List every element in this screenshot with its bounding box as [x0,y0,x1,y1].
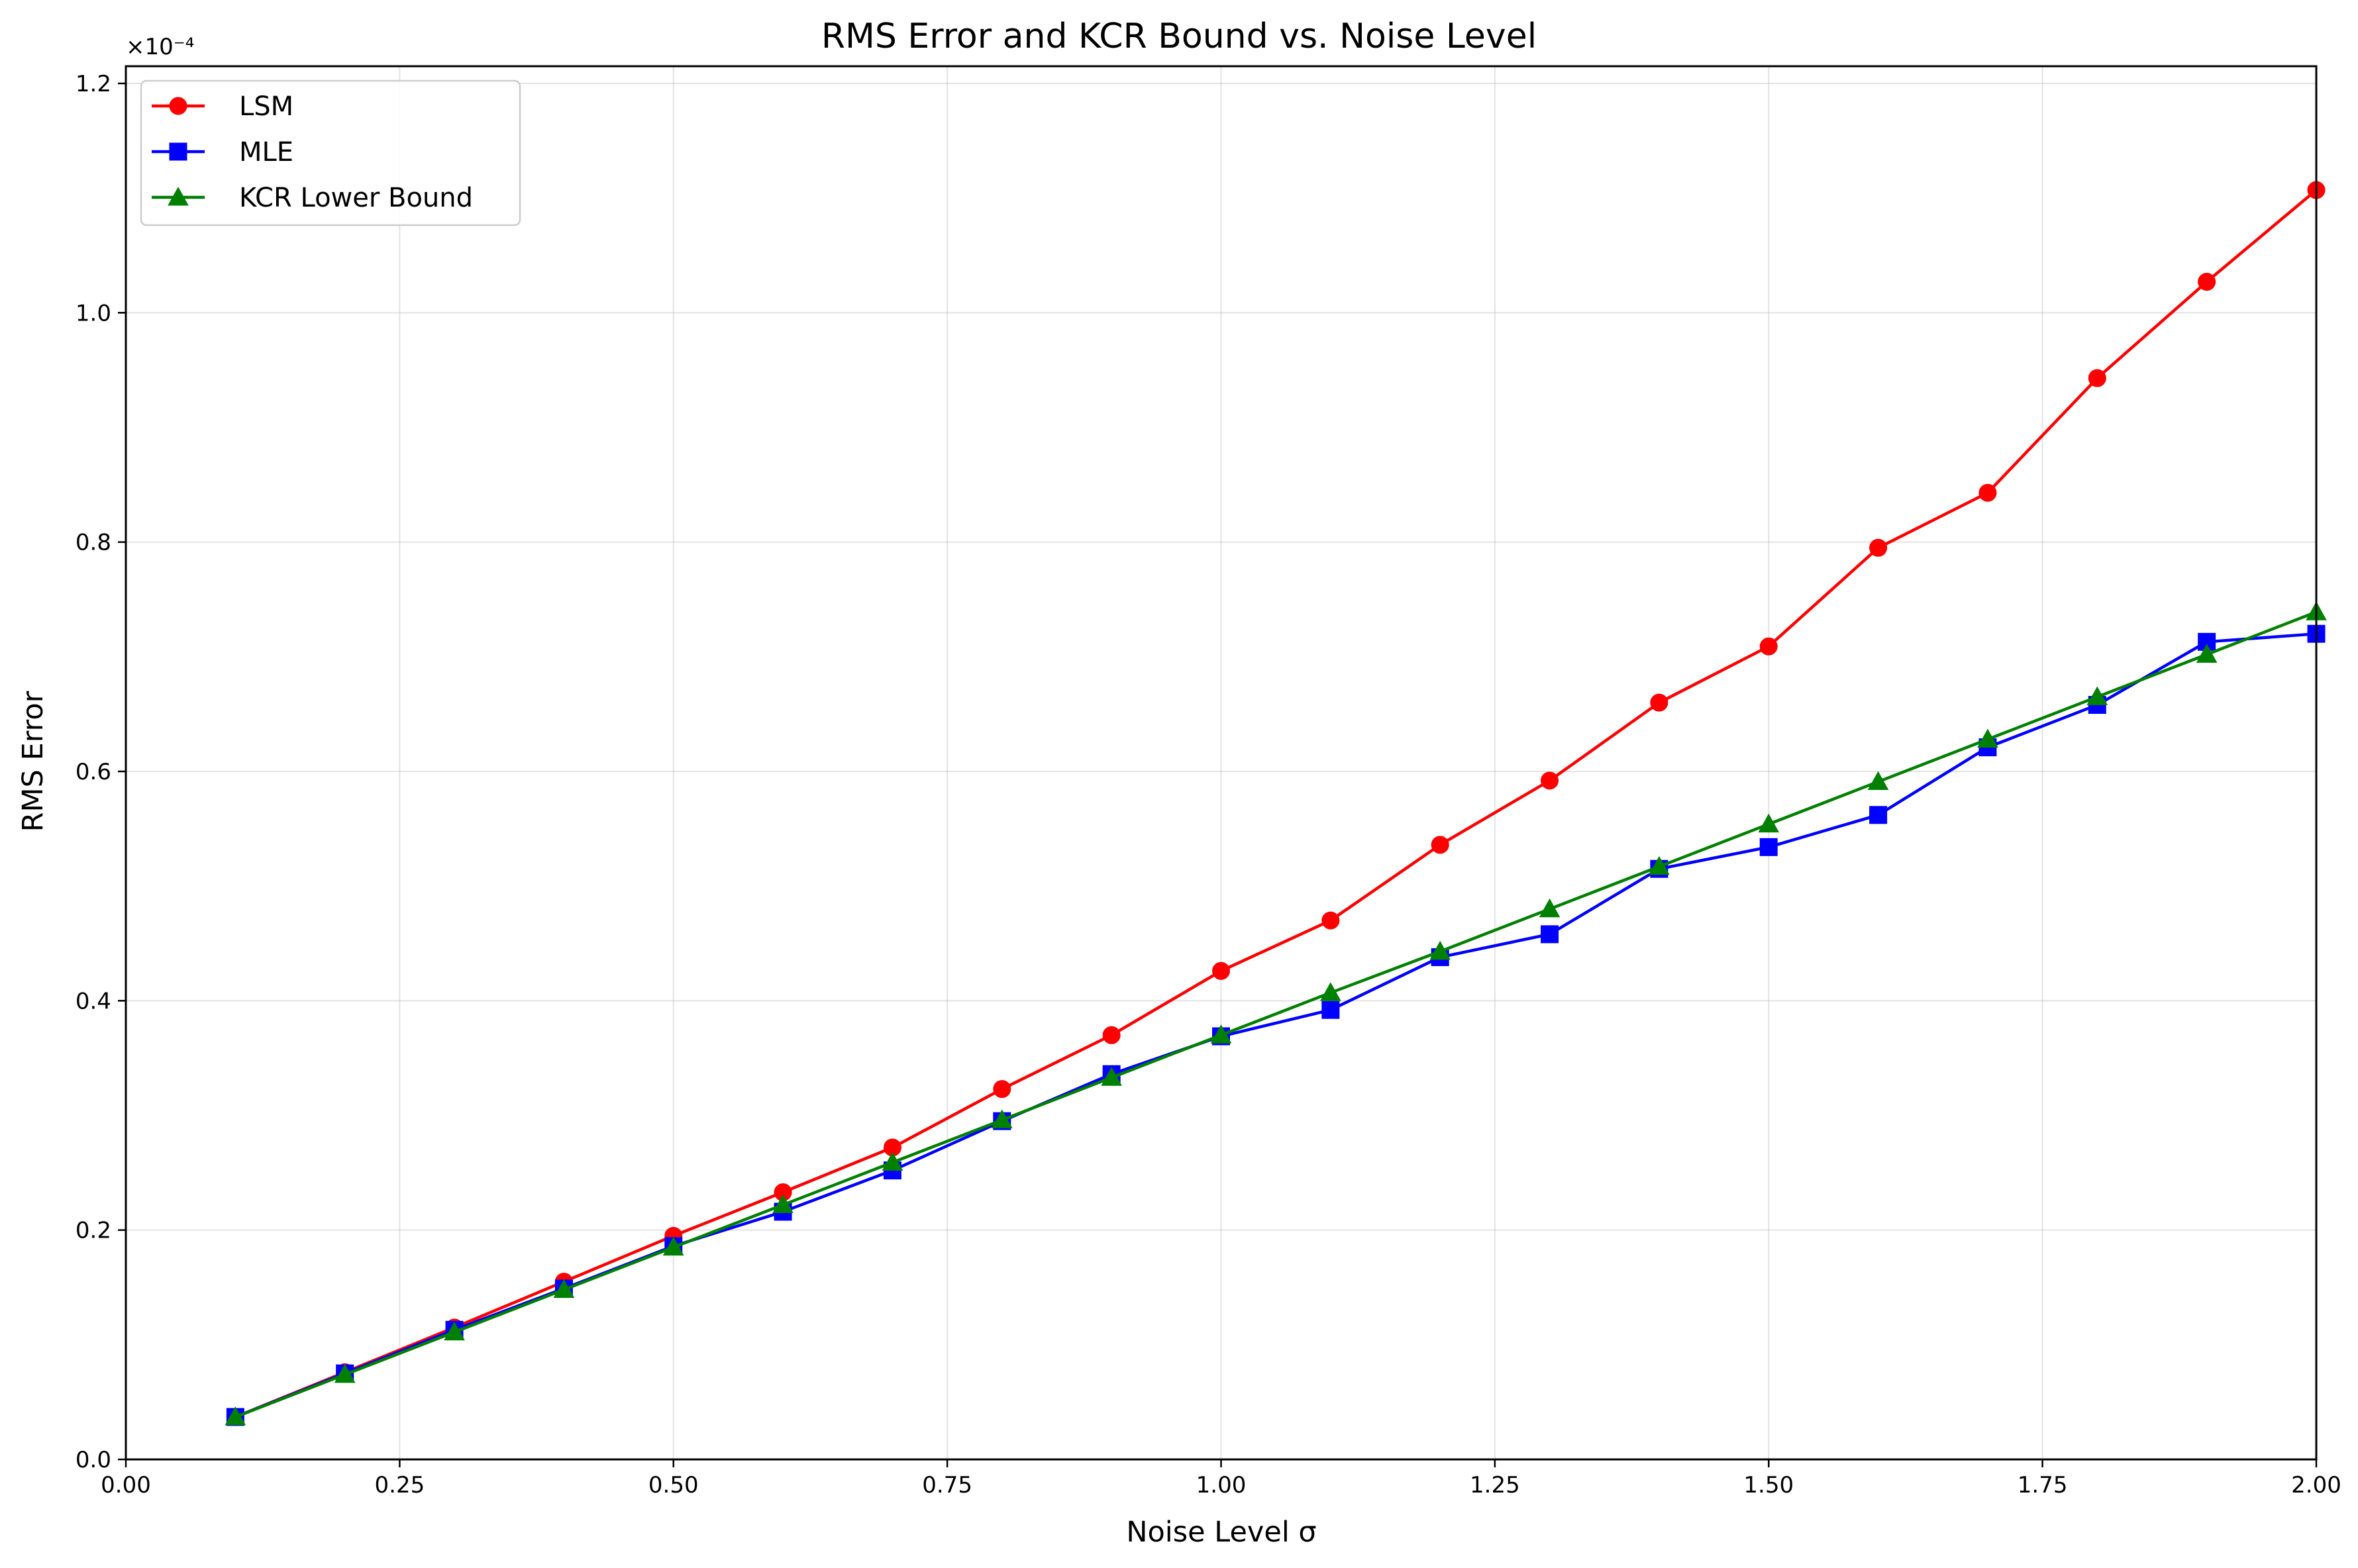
data-point-kcr-lower-bound [1539,898,1561,918]
data-point-kcr-lower-bound [444,1321,465,1341]
data-point-lsm [2088,369,2106,387]
data-point-lsm [1759,637,1778,656]
x-tick-label: 0.00 [101,1472,151,1498]
x-tick-label: 0.25 [375,1472,425,1498]
data-point-kcr-lower-bound [1649,856,1670,875]
data-point-kcr-lower-bound [1210,1024,1232,1044]
data-point-mle [1869,806,1888,824]
data-point-lsm [2198,273,2216,291]
x-tick-label: 1.75 [2018,1472,2068,1498]
data-point-kcr-lower-bound [2196,644,2218,663]
y-tick-label: 1.0 [76,300,111,326]
x-tick-label: 0.50 [648,1472,699,1498]
y-axis-multiplier: ×10⁻⁴ [126,34,194,60]
x-axis-label: Noise Level σ [1126,1516,1316,1549]
legend: LSM MLE KCR Lower Bound [140,79,521,226]
legend-label: LSM [239,91,293,122]
series-line-kcr-lower-bound [234,611,2317,1419]
legend-item-mle: MLE [152,137,293,168]
x-tick-label: 1.25 [1470,1472,1520,1498]
data-point-kcr-lower-bound [2086,686,2108,705]
data-point-kcr-lower-bound [1320,982,1341,1001]
data-point-lsm [1102,1026,1121,1044]
legend-item-kcr-lower-bound: KCR Lower Bound [152,183,473,213]
data-series [225,181,2327,1426]
data-point-kcr-lower-bound [1867,771,1889,791]
data-point-kcr-lower-bound [882,1152,903,1171]
data-point-mle [1321,1001,1340,1019]
data-point-mle [1759,838,1778,856]
data-point-lsm [993,1080,1011,1099]
y-tick-label: 0.6 [76,759,111,785]
data-point-kcr-lower-bound [992,1109,1013,1128]
y-tick-label: 0.4 [76,988,111,1014]
legend-item-lsm: LSM [152,91,293,122]
chart-title: RMS Error and KCR Bound vs. Noise Level [821,17,1537,56]
data-point-lsm [1321,911,1340,930]
x-tick-label: 0.75 [922,1472,972,1498]
legend-box [140,79,521,226]
series-kcr-lower-bound [225,601,2327,1426]
legend-marker [169,142,187,161]
x-tick-label: 1.00 [1196,1472,1247,1498]
data-point-kcr-lower-bound [334,1363,356,1383]
y-tick-label: 0.0 [76,1447,111,1473]
series-line-lsm [234,189,2318,1419]
legend-label: MLE [239,137,293,168]
data-point-lsm [1212,961,1230,980]
data-point-lsm [1978,483,1997,502]
legend-marker [169,97,187,115]
data-point-mle [1541,925,1559,944]
data-point-kcr-lower-bound [553,1279,575,1298]
legend-label: KCR Lower Bound [239,183,473,213]
data-point-kcr-lower-bound [1977,728,1998,748]
data-point-kcr-lower-bound [662,1236,684,1256]
data-point-lsm [1650,693,1668,712]
legend-marker [168,187,189,206]
y-tick-label: 1.2 [76,71,111,97]
y-tick-label: 0.2 [76,1218,111,1244]
data-point-lsm [1431,836,1449,854]
data-point-kcr-lower-bound [1429,940,1451,960]
y-axis-label: RMS Error [17,691,50,832]
data-point-kcr-lower-bound [225,1406,246,1426]
data-point-lsm [1869,538,1888,557]
data-point-kcr-lower-bound [772,1194,794,1214]
data-point-kcr-lower-bound [1101,1067,1122,1086]
data-point-lsm [1541,771,1559,790]
x-tick-label: 1.50 [1743,1472,1794,1498]
data-point-kcr-lower-bound [1758,813,1780,833]
axis-ticks: 0.00 0.25 0.50 0.75 1.00 1.25 1.50 1.75 2.00 0.0 0… [76,71,2341,1498]
x-tick-label: 2.00 [2291,1472,2341,1498]
y-tick-label: 0.8 [76,530,111,556]
